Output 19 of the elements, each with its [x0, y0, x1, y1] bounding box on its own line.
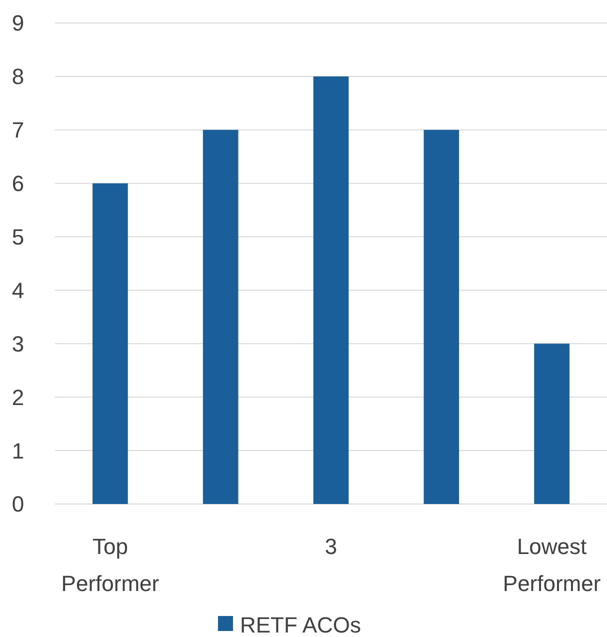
y-tick-label: 4	[12, 278, 24, 303]
bar	[202, 130, 238, 504]
y-tick-label: 8	[12, 64, 24, 90]
x-tick-label: Top Performer	[61, 534, 160, 596]
y-tick-label: 3	[12, 331, 24, 356]
y-tick-label: 6	[12, 171, 24, 196]
legend-label: RETF ACOs	[240, 612, 362, 637]
y-tick-label: 5	[12, 224, 24, 250]
y-tick-label: 0	[12, 492, 24, 517]
bar	[313, 76, 349, 504]
bar	[424, 130, 460, 504]
x-tick-label: Lowest Performer	[502, 534, 601, 596]
y-tick-label: 9	[12, 10, 24, 36]
bar	[534, 344, 570, 504]
x-tick-label: 3	[324, 534, 338, 559]
y-tick-label: 1	[12, 438, 24, 464]
y-tick-label: 2	[12, 384, 24, 410]
bar	[92, 183, 128, 504]
y-tick-label: 7	[12, 118, 24, 143]
